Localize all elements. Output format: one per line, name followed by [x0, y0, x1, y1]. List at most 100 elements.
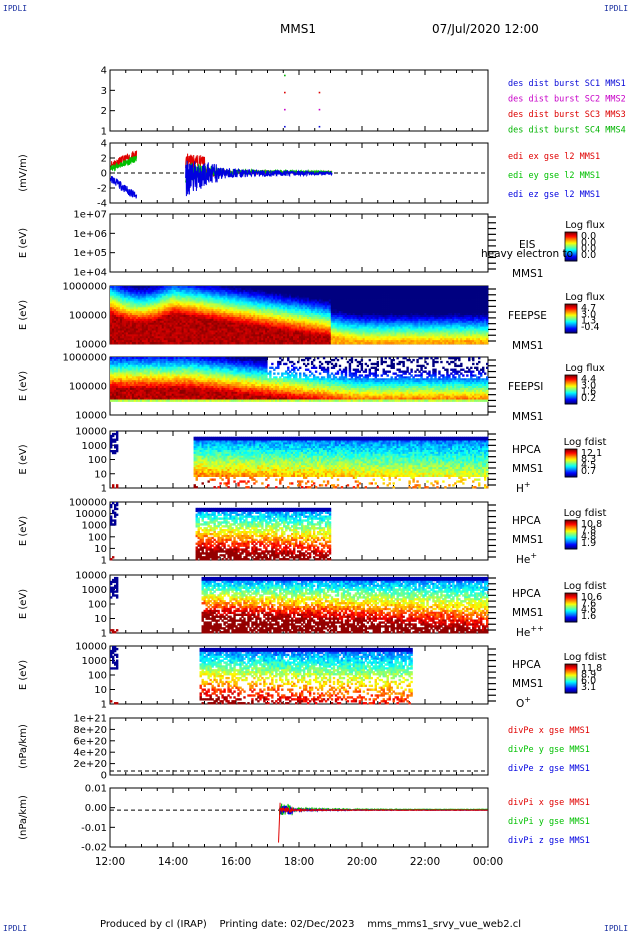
feepse-spectrogram-cell	[348, 286, 352, 289]
feepse-spectrogram-cell	[119, 297, 123, 300]
feepse-spectrogram-cell	[245, 324, 248, 327]
feepse-spectrogram-cell	[300, 330, 304, 333]
feepse-spectrogram-cell	[187, 324, 190, 327]
feepse-spectrogram-cell	[259, 311, 262, 314]
feepse-spectrogram-cell	[376, 334, 379, 337]
feepse-spectrogram-cell	[149, 299, 153, 302]
feepse-spectrogram-cell	[131, 313, 135, 316]
feepse-spectrogram-cell	[372, 313, 375, 316]
feepse-spectrogram-cell	[295, 297, 298, 300]
feepse-spectrogram-cell	[354, 318, 358, 322]
feepse-spectrogram-cell	[300, 334, 304, 337]
feepse-spectrogram-cell	[384, 301, 387, 304]
feepse-spectrogram-cell	[376, 320, 379, 324]
feepse-spectrogram-cell	[201, 342, 204, 345]
feepse-spectrogram-cell	[293, 299, 296, 302]
feepse-spectrogram-cell	[261, 311, 264, 314]
feepse-spectrogram-cell	[310, 330, 314, 333]
feepse-spectrogram-cell	[322, 303, 326, 306]
eis-colorbar-step	[565, 246, 577, 249]
feepse-spectrogram-cell	[231, 318, 234, 322]
feepse-spectrogram-cell	[191, 289, 194, 293]
feepse-spectrogram-cell	[177, 328, 181, 331]
feepse-spectrogram-cell	[133, 287, 137, 291]
feepse-spectrogram-cell	[277, 315, 280, 318]
feepse-spectrogram-cell	[157, 336, 161, 339]
feepse-spectrogram-cell	[259, 289, 262, 293]
feepse-spectrogram-cell	[205, 286, 208, 289]
feepse-spectrogram-cell	[251, 336, 254, 339]
feepse-spectrogram-cell	[344, 326, 348, 329]
feepse-spectrogram-cell	[275, 334, 278, 337]
feepse-spectrogram-cell	[147, 328, 151, 331]
feepse-spectrogram-cell	[302, 336, 306, 339]
feepse-spectrogram-cell	[125, 315, 129, 318]
feepse-spectrogram-cell	[370, 328, 374, 331]
feepse-spectrogram-cell	[362, 299, 366, 302]
feepse-spectrogram-cell	[259, 293, 262, 297]
feepse-spectrogram-cell	[380, 307, 383, 310]
feepse-spectrogram-cell	[161, 297, 165, 300]
feepse-spectrogram-cell	[334, 330, 338, 333]
feepse-spectrogram-cell	[201, 299, 204, 302]
feepse-spectrogram-cell	[285, 311, 288, 314]
feepse-spectrogram-cell	[237, 322, 240, 326]
feepse-spectrogram-cell	[143, 318, 147, 322]
feepse-spectrogram-cell	[374, 316, 377, 320]
feepse-spectrogram-cell	[127, 289, 131, 293]
feepse-spectrogram-cell	[342, 326, 346, 329]
feepse-spectrogram-cell	[197, 324, 200, 327]
feepse-spectrogram-cell	[149, 316, 153, 320]
feepse-spectrogram-cell	[167, 318, 171, 322]
feepse-spectrogram-cell	[366, 295, 370, 298]
feepse-spectrogram-cell	[223, 318, 226, 322]
feepse-spectrogram-cell	[392, 293, 395, 297]
feepse-spectrogram-cell	[249, 289, 252, 293]
edi-ez-series	[110, 176, 138, 199]
feepse-spectrogram-cell	[295, 311, 298, 314]
feepse-spectrogram-cell	[386, 307, 389, 310]
feepse-spectrogram-cell	[297, 336, 300, 339]
feepse-spectrogram-cell	[283, 286, 286, 289]
feepse-spectrogram-cell	[308, 286, 312, 289]
feepse-spectrogram-cell	[386, 328, 389, 331]
feepse-spectrogram-cell	[306, 286, 310, 289]
feepse-spectrogram-cell	[291, 297, 294, 300]
feepse-spectrogram-cell	[295, 340, 298, 343]
feepse-spectrogram-cell	[380, 287, 383, 291]
feepse-spectrogram-cell	[129, 295, 133, 298]
feepse-spectrogram-cell	[354, 342, 358, 345]
eis-colorbar-step	[565, 245, 577, 247]
feepse-spectrogram-cell	[125, 322, 129, 326]
feepse-spectrogram-cell	[306, 342, 310, 345]
feepse-spectrogram-cell	[145, 328, 149, 331]
feepse-spectrogram-cell	[193, 305, 196, 308]
feepse-spectrogram-cell	[362, 316, 366, 320]
feepse-spectrogram-cell	[175, 342, 179, 345]
feepse-spectrogram-cell	[275, 315, 278, 318]
feepse-spectrogram-cell	[370, 315, 374, 318]
feepse-spectrogram-cell	[324, 328, 328, 331]
feepse-spectrogram-cell	[123, 336, 127, 339]
feepse-spectrogram-cell	[289, 328, 292, 331]
feepse-spectrogram-cell	[135, 301, 139, 304]
feepse-spectrogram-cell	[183, 289, 186, 293]
feepse-spectrogram-cell	[346, 286, 350, 289]
feepse-spectrogram-cell	[392, 299, 395, 302]
feepse-spectrogram-cell	[316, 289, 320, 293]
feepse-spectrogram-cell	[269, 340, 272, 343]
feepse-spectrogram-cell	[408, 307, 411, 310]
feepse-spectrogram-cell	[153, 307, 157, 310]
feepse-spectrogram-cell	[223, 342, 226, 345]
feepse-spectrogram-cell	[173, 307, 177, 310]
feepse-spectrogram-cell	[368, 297, 372, 300]
feepse-spectrogram-cell	[221, 297, 224, 300]
feepse-spectrogram-cell	[159, 295, 163, 298]
feepse-spectrogram-cell	[149, 313, 153, 316]
feepse-spectrogram-cell	[400, 342, 403, 345]
feepse-spectrogram-cell	[243, 330, 246, 333]
feepse-spectrogram-cell	[392, 324, 395, 327]
feepse-spectrogram-cell	[161, 332, 165, 335]
feepse-spectrogram-cell	[185, 291, 188, 295]
feepse-spectrogram-cell	[257, 287, 260, 291]
